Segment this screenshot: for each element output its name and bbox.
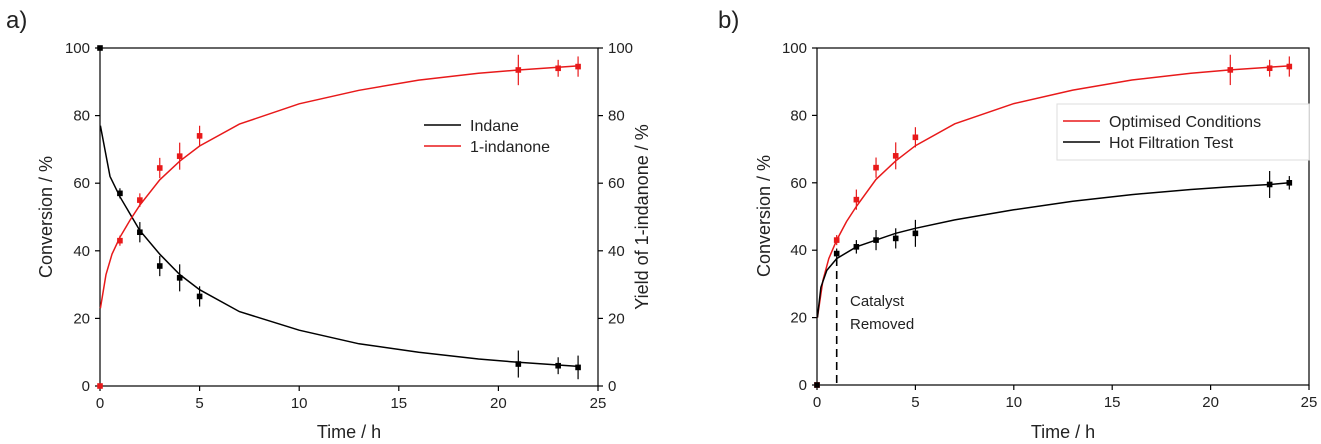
- data-point-1-indanone: [156, 165, 163, 171]
- x-tick-label: 0: [813, 394, 821, 411]
- y-tick-label: 0: [799, 377, 807, 394]
- legend-label-indane: Indane: [470, 118, 519, 135]
- y-tick-label: 100: [782, 40, 807, 57]
- data-point-optimised-conditions: [1227, 67, 1234, 73]
- x-tick-label: 25: [1301, 394, 1318, 411]
- data-point-hot-filtration-test: [814, 382, 820, 388]
- data-point-optimised-conditions: [912, 134, 919, 141]
- data-point-indane: [137, 229, 143, 236]
- panel-b-x-axis: 0 5 10 15 20 25: [813, 385, 1318, 411]
- catalyst-removed-label-line1: Catalyst: [850, 293, 905, 310]
- panel-b-label: b): [718, 7, 739, 34]
- x-tick-label: 0: [96, 395, 104, 412]
- panel-b-series: [814, 54, 1293, 388]
- panel-a-label: a): [6, 7, 27, 34]
- panel-a-y-axis: 0 20 40 60 80 100: [65, 40, 100, 395]
- data-point-hot-filtration-test: [833, 250, 840, 257]
- data-point-indane: [156, 263, 163, 269]
- fit-curve-indane: [99, 125, 579, 368]
- panel-b-legend-box: [1056, 103, 1310, 161]
- y2-tick-label: 40: [608, 243, 625, 260]
- legend-label-hot-filtration-test: Hot Filtration Test: [1109, 135, 1234, 152]
- data-point-hot-filtration-test: [1266, 181, 1273, 188]
- panel-a-y2-axis-title: Yield of 1-indanone / %: [632, 124, 652, 309]
- data-point-1-indanone: [117, 237, 123, 244]
- y-tick-label: 80: [790, 107, 807, 124]
- y-tick-label: 20: [790, 310, 807, 327]
- legend-label-1-indanone: 1-indanone: [470, 139, 550, 156]
- panel-a-y-axis-title: Conversion / %: [36, 156, 56, 278]
- x-tick-label: 15: [390, 395, 407, 412]
- data-point-indane: [196, 293, 203, 300]
- panel-b: b) 0 5 10 15 20 25 0 20 40 60 80 100 Time / h Conv…: [718, 7, 1317, 442]
- y-tick-label: 20: [73, 310, 90, 327]
- data-point-1-indanone: [137, 197, 143, 203]
- legend-label-optimised-conditions: Optimised Conditions: [1109, 114, 1261, 131]
- data-point-1-indanone: [515, 67, 522, 73]
- data-point-optimised-conditions: [873, 164, 879, 171]
- catalyst-removed-label-line2: Removed: [850, 316, 914, 333]
- data-point-1-indanone: [97, 383, 103, 389]
- x-tick-label: 25: [590, 395, 607, 412]
- panel-b-legend: Optimised Conditions Hot Filtration Test: [1056, 103, 1310, 161]
- y-tick-label: 40: [790, 242, 807, 259]
- x-tick-label: 5: [911, 394, 919, 411]
- fit-curve-hot-filtration-test: [816, 182, 1290, 318]
- data-point-1-indanone: [196, 133, 203, 139]
- x-tick-label: 15: [1104, 394, 1121, 411]
- panel-b-plot-frame: [816, 47, 1310, 386]
- x-tick-label: 5: [195, 395, 203, 412]
- y2-tick-label: 0: [608, 378, 616, 395]
- panel-a-y2-axis: 0 20 40 60 80 100: [598, 40, 633, 395]
- data-point-optimised-conditions: [833, 237, 840, 243]
- data-point-optimised-conditions: [853, 196, 860, 203]
- y2-tick-label: 80: [608, 108, 625, 125]
- x-tick-label: 10: [1005, 394, 1022, 411]
- y-tick-label: 100: [65, 40, 90, 57]
- data-point-indane: [555, 362, 561, 369]
- fit-curve-1-indanone: [99, 65, 579, 309]
- data-point-1-indanone: [176, 153, 183, 159]
- y2-tick-label: 60: [608, 175, 625, 192]
- x-tick-label: 20: [1202, 394, 1219, 411]
- y-tick-label: 60: [73, 175, 90, 192]
- panel-a-series: [97, 45, 581, 389]
- panel-a-x-axis-title: Time / h: [317, 422, 381, 442]
- x-tick-label: 20: [490, 395, 507, 412]
- y-tick-label: 80: [73, 108, 90, 125]
- y-tick-label: 0: [82, 378, 90, 395]
- data-point-hot-filtration-test: [873, 237, 879, 243]
- panel-b-y-axis-title: Conversion / %: [754, 155, 774, 277]
- panel-a-legend: Indane 1-indanone: [424, 118, 550, 156]
- data-point-indane: [117, 190, 123, 197]
- data-point-indane: [176, 275, 183, 281]
- x-tick-label: 10: [291, 395, 308, 412]
- data-point-indane: [97, 45, 103, 51]
- data-point-indane: [515, 361, 522, 367]
- y2-tick-label: 100: [608, 40, 633, 57]
- data-point-1-indanone: [575, 63, 581, 70]
- y2-tick-label: 20: [608, 310, 625, 327]
- panel-b-x-axis-title: Time / h: [1031, 422, 1095, 442]
- data-point-hot-filtration-test: [892, 235, 899, 242]
- data-point-optimised-conditions: [1286, 63, 1293, 70]
- data-point-1-indanone: [555, 65, 561, 72]
- panel-a-plot-frame: [99, 47, 599, 387]
- panel-b-y-axis: 0 20 40 60 80 100: [782, 40, 817, 394]
- data-point-optimised-conditions: [1266, 65, 1273, 72]
- y-tick-label: 40: [73, 243, 90, 260]
- data-point-optimised-conditions: [892, 153, 899, 159]
- data-point-indane: [575, 364, 581, 371]
- data-point-hot-filtration-test: [912, 230, 919, 237]
- data-point-hot-filtration-test: [1286, 180, 1293, 186]
- y-tick-label: 60: [790, 175, 807, 192]
- panel-a-x-axis: 0 5 10 15 20 25: [96, 386, 607, 412]
- data-point-hot-filtration-test: [853, 244, 860, 250]
